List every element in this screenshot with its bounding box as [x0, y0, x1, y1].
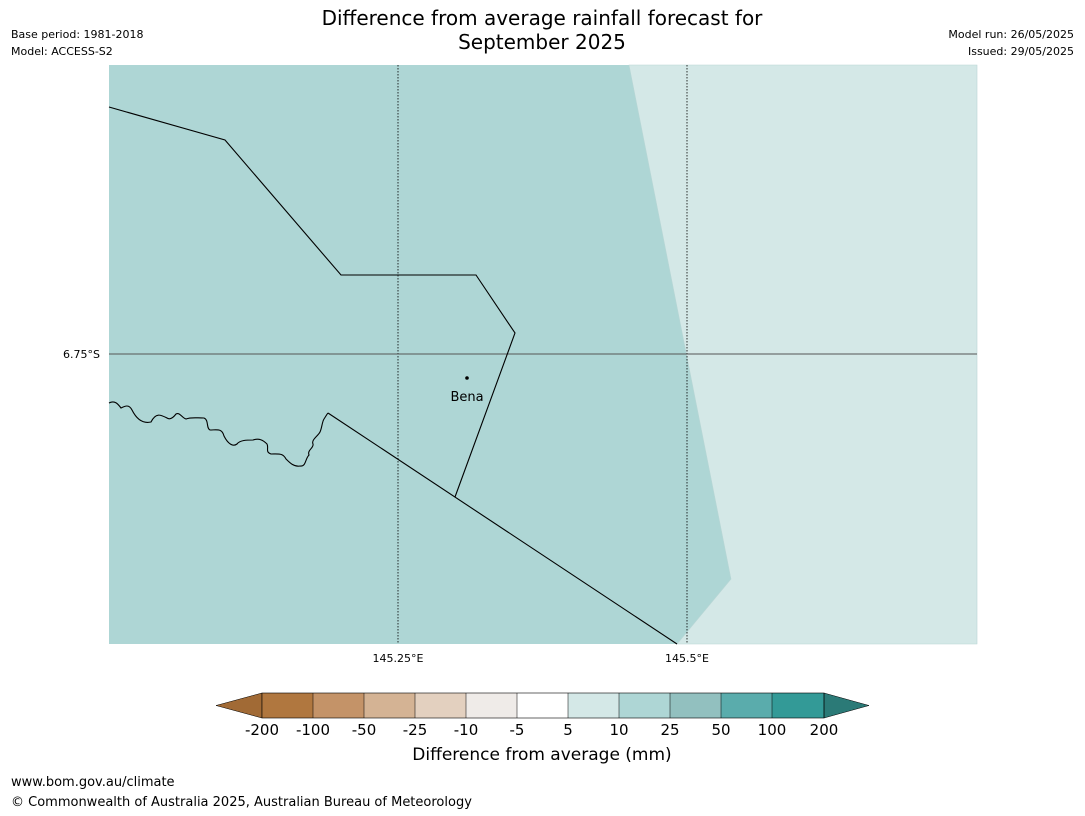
footer-copyright: © Commonwealth of Australia 2025, Austra…	[11, 795, 472, 810]
map-region-5-10	[628, 64, 978, 645]
colorbar-bin-minus100-minus50	[313, 693, 364, 718]
base-period-text: Base period: 1981-2018	[11, 28, 144, 41]
issued-text: Issued: 29/05/2025	[967, 45, 1074, 58]
forecast-info-right: Model run: 26/05/2025 Issued: 29/05/2025	[948, 26, 1074, 60]
colorbar-tick-minus200: -200	[245, 721, 279, 739]
colorbar-tick-200: 200	[810, 721, 839, 739]
bena-town-marker	[465, 376, 469, 380]
colorbar-bin-50-100	[721, 693, 772, 718]
colorbar-tick-100: 100	[758, 721, 787, 739]
colorbar-outline	[261, 692, 825, 719]
colorbar-bin-25-50	[670, 693, 721, 718]
colorbar-label: Difference from average (mm)	[412, 745, 672, 765]
coastline-boundary	[108, 401, 329, 467]
colorbar-tick-50: 50	[711, 721, 730, 739]
colorbar-tick-minus50: -50	[352, 721, 377, 739]
colorbar-bin-minus10-minus5	[466, 693, 517, 718]
colorbar: -200 -100 -50 -25 -10 -5 5 10 25 50 100 …	[215, 692, 870, 739]
colorbar-bin-minus5-5	[517, 693, 568, 718]
colorbar-bin-minus200-minus100	[262, 693, 313, 718]
colorbar-tick-minus10: -10	[454, 721, 479, 739]
forecast-info-left: Base period: 1981-2018 Model: ACCESS-S2	[11, 26, 143, 60]
province-boundary-north	[108, 106, 516, 498]
model-run-text: Model run: 26/05/2025	[948, 28, 1074, 41]
colorbar-tick-minus25: -25	[403, 721, 428, 739]
map-title: Difference from average rainfall forecas…	[242, 6, 842, 54]
colorbar-bin-minus25-minus10	[415, 693, 466, 718]
colorbar-extend-high	[823, 692, 870, 719]
colorbar-bin-10-25	[619, 693, 670, 718]
colorbar-tick-minus100: -100	[296, 721, 330, 739]
bena-town-label: Bena	[450, 390, 483, 405]
footer-url: www.bom.gov.au/climate	[11, 775, 175, 790]
colorbar-tick-25: 25	[660, 721, 679, 739]
colorbar-bin-minus50-minus25	[364, 693, 415, 718]
colorbar-bin-5-10	[568, 693, 619, 718]
map-panel: Bena	[108, 64, 978, 645]
model-text: Model: ACCESS-S2	[11, 45, 113, 58]
map-title-line2: September 2025	[458, 30, 626, 54]
colorbar-tick-10: 10	[609, 721, 628, 739]
province-boundary-south	[327, 412, 678, 645]
colorbar-tick-minus5: -5	[510, 721, 525, 739]
colorbar-tick-5: 5	[563, 721, 573, 739]
colorbar-bin-100-200	[772, 693, 824, 718]
longitude-label-145-25: 145.25°E	[373, 652, 424, 665]
colorbar-extend-low	[215, 692, 263, 719]
latitude-label: 6.75°S	[63, 348, 100, 361]
longitude-label-145-5: 145.5°E	[665, 652, 709, 665]
map-title-line1: Difference from average rainfall forecas…	[321, 6, 763, 30]
